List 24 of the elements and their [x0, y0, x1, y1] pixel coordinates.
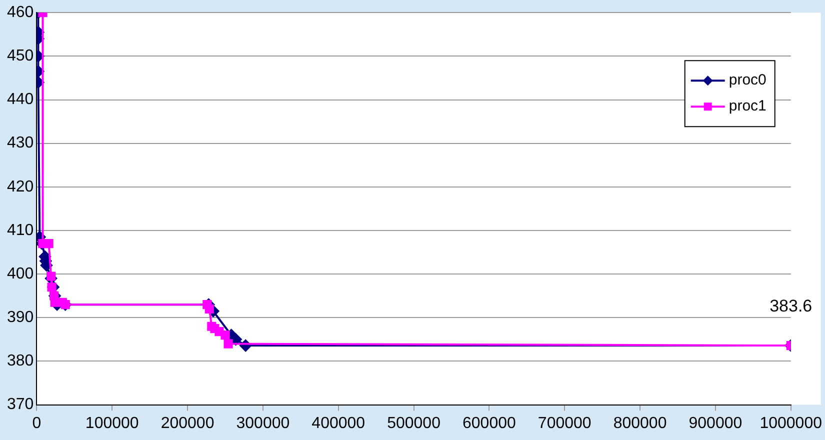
- y-tick-label: 370: [6, 396, 34, 414]
- annotation: 383.6: [770, 296, 812, 316]
- y-tick-label: 430: [6, 134, 34, 152]
- x-tick-label: 200000: [160, 414, 214, 432]
- x-tick-label: 300000: [236, 414, 290, 432]
- x-tick-label: 1000000: [760, 414, 822, 432]
- x-tick-label: 600000: [462, 414, 516, 432]
- x-tick-label: 100000: [85, 414, 139, 432]
- x-tick-label: 0: [32, 414, 42, 432]
- y-tick-label: 450: [6, 48, 34, 65]
- legend-label: proc1: [728, 98, 766, 115]
- legend-label: proc0: [728, 72, 766, 89]
- y-tick-label: 460: [6, 4, 34, 22]
- x-tick-label: 700000: [538, 414, 592, 432]
- y-tick-label: 410: [6, 222, 34, 239]
- x-tick-label: 400000: [312, 414, 366, 432]
- x-tick-label: 800000: [613, 414, 667, 432]
- y-tick-label: 400: [6, 265, 34, 282]
- x-tick-label: 900000: [688, 414, 742, 432]
- x-tick-label: 500000: [387, 414, 441, 432]
- y-tick-label: 440: [6, 91, 34, 108]
- y-tick-label: 380: [6, 352, 34, 370]
- y-tick-label: 390: [6, 309, 34, 326]
- y-tick-label: 420: [6, 178, 34, 196]
